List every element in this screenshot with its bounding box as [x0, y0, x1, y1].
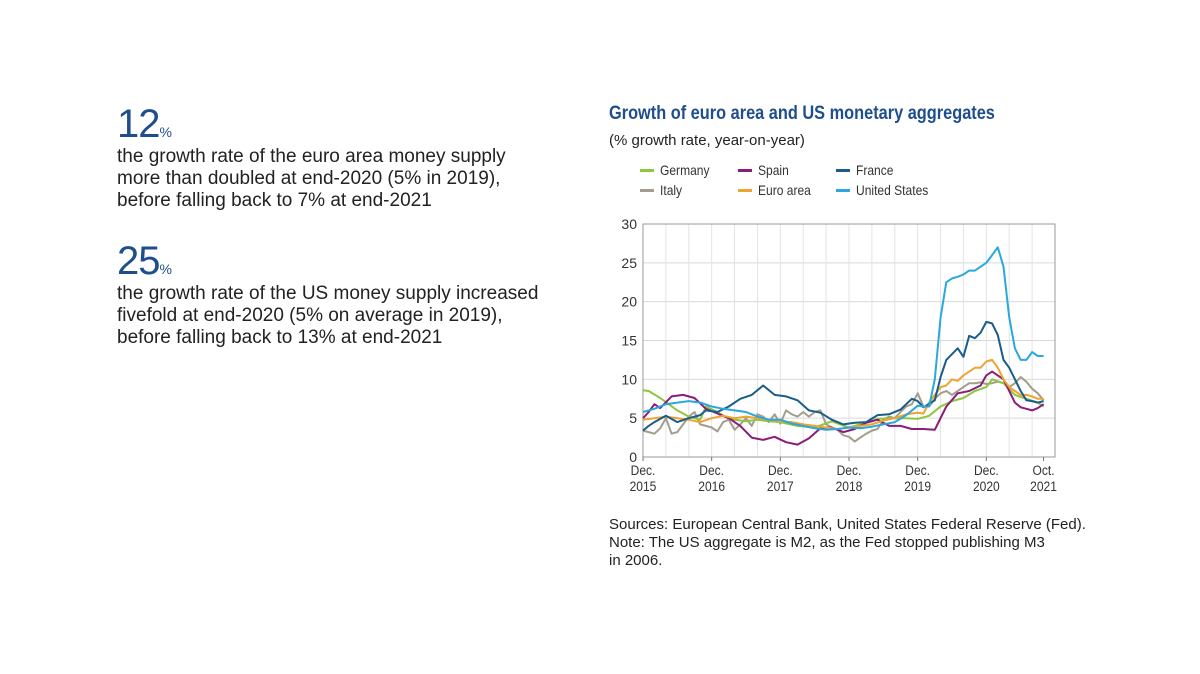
x-tick-label: Dec.: [905, 462, 930, 478]
x-tick-label: 2020: [973, 478, 1000, 494]
legend-label: Italy: [660, 182, 683, 198]
series-line-france: [642, 320, 1044, 432]
stat-value: 12: [117, 102, 160, 146]
stat-figure: 12%: [117, 104, 537, 144]
x-tick-label: Dec.: [974, 462, 999, 478]
legend-label: Germany: [660, 162, 710, 178]
legend-swatch: [738, 168, 752, 172]
legend-item-united-states: United States: [836, 182, 940, 198]
x-tick-label: 2017: [767, 478, 794, 494]
line-chart: 051015202530Dec.2015Dec.2016Dec.2017Dec.…: [621, 216, 1057, 494]
chart-subtitle: (% growth rate, year-on-year): [609, 132, 805, 149]
legend-swatch: [738, 188, 752, 192]
sources-line: Sources: European Central Bank, United S…: [609, 516, 1086, 533]
y-tick-label: 30: [621, 216, 637, 232]
note-line: in 2006.: [609, 552, 663, 569]
x-tick-label: Dec.: [837, 462, 862, 478]
legend-item-italy: Italy: [640, 182, 686, 198]
chart-title: Growth of euro area and US monetary aggr…: [609, 103, 995, 124]
chart-sources: Sources: European Central Bank, United S…: [609, 516, 1109, 570]
legend-label: United States: [856, 182, 929, 198]
y-tick-label: 10: [621, 371, 637, 387]
x-tick-label: Oct.: [1033, 462, 1055, 478]
legend-swatch: [640, 188, 654, 192]
x-tick-label: 2019: [904, 478, 931, 494]
stat-us-money-supply: 25% the growth rate of the US money supp…: [117, 241, 547, 349]
stat-unit: %: [159, 261, 172, 277]
y-tick-label: 20: [621, 294, 637, 310]
x-tick-label: 2021: [1030, 478, 1057, 494]
y-tick-label: 0: [629, 449, 637, 465]
series-line-spain: [642, 370, 1045, 446]
series-line-united-states: [642, 246, 1044, 431]
series-line-italy: [642, 376, 1045, 443]
legend-swatch: [836, 168, 850, 172]
legend-swatch: [836, 188, 850, 192]
x-tick-label: 2018: [836, 478, 863, 494]
legend-item-france: France: [836, 162, 900, 178]
x-tick-label: 2015: [630, 478, 657, 494]
x-tick-label: Dec.: [768, 462, 793, 478]
legend-item-spain: Spain: [738, 162, 794, 178]
legend-label: Spain: [758, 162, 789, 178]
x-tick-label: Dec.: [631, 462, 656, 478]
legend-item-euro-area: Euro area: [738, 182, 819, 198]
note-line: Note: The US aggregate is M2, as the Fed…: [609, 534, 1045, 551]
x-tick-label: Dec.: [699, 462, 724, 478]
legend-label: France: [856, 162, 894, 178]
stat-value: 25: [117, 239, 160, 283]
y-tick-label: 5: [629, 410, 637, 426]
stat-euro-money-supply: 12% the growth rate of the euro area mon…: [117, 104, 537, 212]
stat-unit: %: [159, 124, 172, 140]
stat-figure: 25%: [117, 241, 547, 281]
y-tick-label: 25: [621, 255, 637, 271]
legend-label: Euro area: [758, 182, 811, 198]
stat-description: the growth rate of the US money supply i…: [117, 283, 539, 348]
legend-swatch: [640, 168, 654, 172]
y-tick-label: 15: [621, 333, 637, 349]
legend-item-germany: Germany: [640, 162, 718, 178]
stat-description: the growth rate of the euro area money s…: [117, 146, 506, 211]
x-tick-label: 2016: [698, 478, 725, 494]
